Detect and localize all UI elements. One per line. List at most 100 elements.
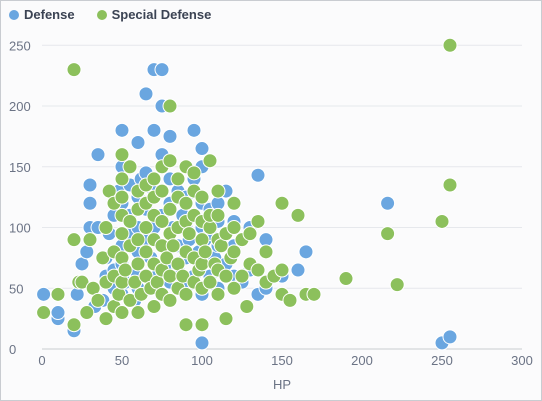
data-point[interactable] — [290, 262, 306, 278]
data-point[interactable] — [239, 298, 255, 314]
data-point[interactable] — [218, 311, 234, 327]
data-point[interactable] — [178, 317, 194, 333]
data-point[interactable] — [380, 226, 396, 242]
data-point[interactable] — [242, 226, 258, 242]
data-point[interactable] — [290, 207, 306, 223]
data-point[interactable] — [250, 167, 266, 183]
y-tick-label: 200 — [9, 99, 31, 114]
data-point[interactable] — [79, 305, 95, 321]
data-point[interactable] — [114, 189, 130, 205]
data-point[interactable] — [338, 271, 354, 287]
data-point[interactable] — [50, 286, 66, 302]
data-point[interactable] — [282, 292, 298, 308]
data-point[interactable] — [146, 298, 162, 314]
data-point[interactable] — [218, 268, 234, 284]
legend-item-defense[interactable]: Defense — [9, 7, 75, 22]
data-point[interactable] — [138, 220, 154, 236]
data-point[interactable] — [210, 207, 226, 223]
legend-item-special-defense[interactable]: Special Defense — [96, 7, 212, 22]
data-point[interactable] — [389, 277, 405, 293]
data-point[interactable] — [162, 201, 178, 217]
x-tick-label: 50 — [115, 353, 129, 368]
data-points — [36, 37, 458, 351]
data-point[interactable] — [434, 213, 450, 229]
data-point[interactable] — [162, 292, 178, 308]
data-point[interactable] — [90, 292, 106, 308]
data-point[interactable] — [170, 171, 186, 187]
data-point[interactable] — [194, 141, 210, 157]
data-point[interactable] — [210, 183, 226, 199]
data-point[interactable] — [274, 195, 290, 211]
data-point[interactable] — [82, 177, 98, 193]
data-point[interactable] — [114, 305, 130, 321]
data-point[interactable] — [250, 262, 266, 278]
data-point[interactable] — [178, 286, 194, 302]
data-point[interactable] — [194, 189, 210, 205]
x-tick-label: 200 — [351, 353, 373, 368]
data-point[interactable] — [154, 183, 170, 199]
data-point[interactable] — [202, 274, 218, 290]
data-point[interactable] — [226, 220, 242, 236]
data-point[interactable] — [122, 213, 138, 229]
data-point[interactable] — [186, 165, 202, 181]
data-point[interactable] — [122, 159, 138, 175]
data-point[interactable] — [442, 177, 458, 193]
data-point[interactable] — [138, 244, 154, 260]
legend-label-special-defense: Special Defense — [111, 7, 212, 22]
data-point[interactable] — [114, 122, 130, 138]
data-point[interactable] — [202, 153, 218, 169]
data-point[interactable] — [146, 122, 162, 138]
data-point[interactable] — [98, 311, 114, 327]
data-point[interactable] — [66, 317, 82, 333]
data-point[interactable] — [298, 244, 314, 260]
data-point[interactable] — [130, 256, 146, 272]
data-point[interactable] — [234, 268, 250, 284]
data-point[interactable] — [154, 62, 170, 78]
data-point[interactable] — [181, 226, 197, 242]
data-point[interactable] — [50, 305, 66, 321]
data-point[interactable] — [250, 213, 266, 229]
data-point[interactable] — [66, 62, 82, 78]
data-point[interactable] — [82, 195, 98, 211]
data-point[interactable] — [146, 171, 162, 187]
data-point[interactable] — [380, 195, 396, 211]
data-point[interactable] — [162, 98, 178, 114]
data-point[interactable] — [226, 280, 242, 296]
data-point[interactable] — [194, 335, 210, 351]
data-point[interactable] — [66, 232, 82, 248]
data-point[interactable] — [138, 86, 154, 102]
data-point[interactable] — [130, 134, 146, 150]
data-point[interactable] — [36, 305, 52, 321]
data-point[interactable] — [197, 244, 213, 260]
data-point[interactable] — [114, 171, 130, 187]
data-point[interactable] — [162, 153, 178, 169]
data-point[interactable] — [162, 268, 178, 284]
data-point[interactable] — [154, 213, 170, 229]
data-point[interactable] — [130, 232, 146, 248]
data-point[interactable] — [90, 147, 106, 163]
data-point[interactable] — [162, 128, 178, 144]
data-point[interactable] — [36, 286, 52, 302]
data-point[interactable] — [306, 286, 322, 302]
data-point[interactable] — [186, 122, 202, 138]
data-point[interactable] — [258, 244, 274, 260]
y-tick-label: 100 — [9, 221, 31, 236]
data-point[interactable] — [114, 226, 130, 242]
data-point[interactable] — [226, 244, 242, 260]
legend: Defense Special Defense — [9, 7, 211, 22]
data-point[interactable] — [165, 238, 181, 254]
data-point[interactable] — [274, 262, 290, 278]
data-point[interactable] — [442, 37, 458, 53]
data-point[interactable] — [442, 329, 458, 345]
data-point[interactable] — [194, 317, 210, 333]
data-point[interactable] — [130, 305, 146, 321]
data-point[interactable] — [210, 286, 226, 302]
data-point[interactable] — [226, 195, 242, 211]
x-tick-label: 0 — [38, 353, 45, 368]
data-point[interactable] — [82, 232, 98, 248]
data-point[interactable] — [98, 220, 114, 236]
data-point[interactable] — [178, 195, 194, 211]
data-point[interactable] — [114, 147, 130, 163]
data-point[interactable] — [117, 262, 133, 278]
